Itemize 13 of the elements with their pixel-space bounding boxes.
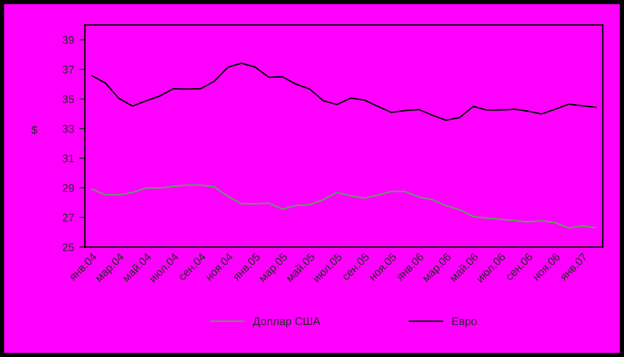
- y-tick-label: 35: [62, 95, 74, 104]
- legend-label: Евро: [452, 317, 477, 328]
- y-axis-title: $: [31, 125, 38, 134]
- y-tick-label: 31: [62, 154, 74, 162]
- y-tick-label: 39: [62, 36, 74, 44]
- line-series: [90, 184, 597, 229]
- legend-label: Доллар США: [252, 317, 320, 328]
- y-tick-label: 25: [62, 243, 74, 252]
- line-series: [90, 62, 597, 121]
- y-tick-label: 27: [62, 214, 74, 222]
- y-tick-label: 37: [62, 66, 74, 74]
- y-tick-label: 29: [62, 184, 74, 192]
- y-tick-label: 33: [62, 124, 74, 133]
